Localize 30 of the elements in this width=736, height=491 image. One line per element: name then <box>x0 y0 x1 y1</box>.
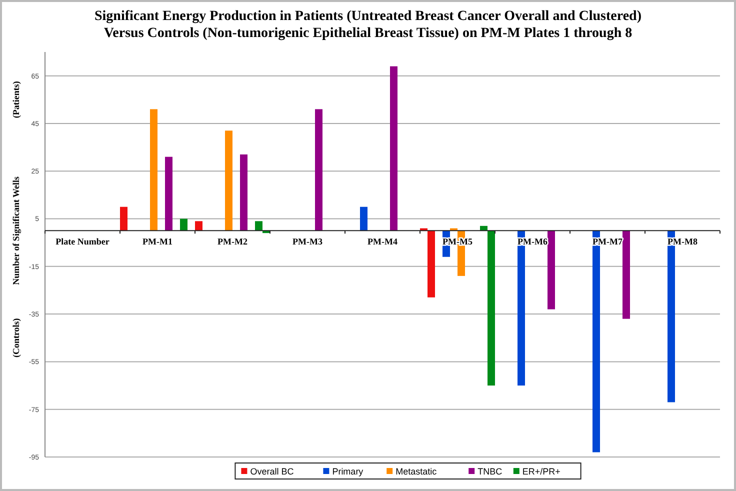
text: (Controls) <box>11 318 21 358</box>
bar <box>390 66 398 231</box>
bar <box>225 130 232 231</box>
x-tick-label: PM-M1 <box>142 236 173 247</box>
bar <box>240 154 248 231</box>
bar <box>622 230 630 319</box>
bar <box>120 206 128 231</box>
bar <box>165 156 172 231</box>
x-tick-label: PM-M2 <box>218 236 248 247</box>
y-axis-title: Number of Significant Wells <box>11 176 21 285</box>
bar <box>488 230 495 386</box>
x-tick-label: PM-M3 <box>292 236 323 247</box>
bar <box>150 109 158 231</box>
bar <box>315 109 322 231</box>
text: (Patients) <box>11 81 21 118</box>
x-tick-label: Plate Number <box>56 236 110 247</box>
chart-title: Significant Energy Production in Patients (Untreated Breast Cancer Overall and Clustered) Versus Controls (Non-tumorigenic Epithelial Breast Tissue) on PM-M Plates 1 through 8 <box>94 9 642 41</box>
bar <box>255 221 262 231</box>
bar <box>428 230 435 298</box>
x-tick-label: PM-M5 <box>442 236 473 247</box>
bar <box>180 218 188 231</box>
legend-label: ER+/PR+ <box>522 466 560 476</box>
legend-label: Metastatic <box>396 466 438 476</box>
bar <box>548 230 555 310</box>
legend-label: TNBC <box>478 466 503 476</box>
legend-label: Overall BC <box>250 466 294 476</box>
legend-label: Primary <box>332 466 364 476</box>
bar <box>195 221 202 231</box>
x-tick-label: PM-M4 <box>368 236 398 247</box>
bar <box>360 206 368 231</box>
